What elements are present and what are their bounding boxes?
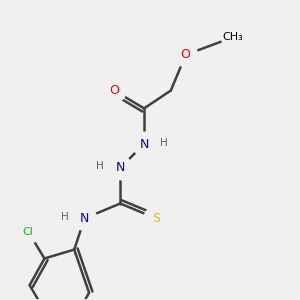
Circle shape [174, 43, 198, 67]
Text: N: N [80, 212, 89, 225]
Circle shape [108, 156, 132, 180]
Circle shape [102, 79, 126, 102]
Text: H: H [96, 161, 104, 171]
Text: H: H [61, 212, 68, 222]
Text: H: H [160, 138, 168, 148]
Text: CH₃: CH₃ [223, 32, 244, 42]
Circle shape [16, 220, 40, 244]
Text: O: O [110, 84, 119, 97]
Text: Cl: Cl [23, 227, 34, 237]
Circle shape [73, 206, 97, 230]
Text: O: O [181, 48, 190, 62]
Text: N: N [116, 161, 125, 174]
Text: S: S [152, 212, 160, 225]
Circle shape [144, 206, 168, 230]
Text: N: N [140, 138, 149, 151]
Circle shape [221, 25, 245, 49]
Circle shape [132, 132, 156, 156]
